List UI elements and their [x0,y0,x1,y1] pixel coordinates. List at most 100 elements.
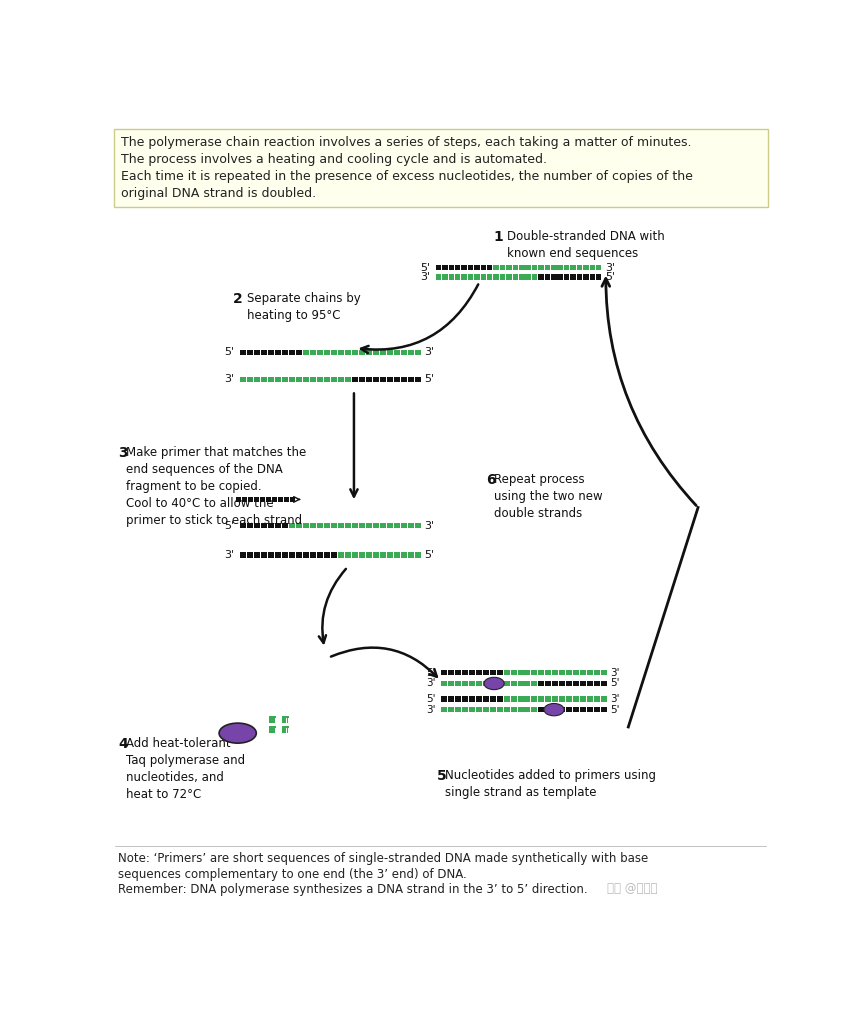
Bar [247,552,253,557]
Bar [552,696,558,701]
Bar [482,681,488,686]
Bar [240,552,246,557]
Bar [284,726,286,733]
Bar [331,377,337,382]
Bar [286,726,288,733]
Bar [408,552,414,557]
Text: 6: 6 [486,473,495,487]
Bar [531,707,538,713]
Bar [331,552,337,557]
Bar [261,552,267,557]
Bar [303,552,309,557]
Bar [442,265,447,271]
Bar [273,726,275,733]
Bar [242,497,247,502]
Bar [587,681,593,686]
Text: Make primer that matches the
end sequences of the DNA
fragment to be copied.
Coo: Make primer that matches the end sequenc… [126,446,306,527]
Bar [345,349,351,355]
Bar [436,265,441,271]
Bar [441,696,447,701]
Bar [580,707,586,713]
Bar [345,552,351,557]
Bar [248,497,253,502]
Bar [487,275,493,280]
Bar [303,523,309,528]
Bar [267,552,273,557]
Bar [594,681,600,686]
Bar [267,523,273,528]
Bar [511,670,517,675]
Bar [254,552,260,557]
Bar [380,552,386,557]
Bar [519,275,525,280]
Bar [531,696,538,701]
Bar [296,523,302,528]
Bar [507,275,512,280]
Bar [519,265,525,271]
Text: 3': 3' [224,550,235,560]
Bar [594,707,600,713]
Bar [274,377,280,382]
Bar [352,552,358,557]
FancyArrowPatch shape [350,393,358,496]
Bar [289,523,295,528]
Bar [254,552,260,557]
Bar [387,552,393,557]
Bar [352,523,358,528]
Bar [545,670,551,675]
Bar [273,716,275,723]
Bar [271,716,273,723]
Bar [380,552,386,557]
Bar [559,707,565,713]
Bar [274,552,280,557]
Bar [338,552,344,557]
Bar [359,523,365,528]
Bar [455,265,460,271]
Bar [449,275,454,280]
Bar [240,523,246,528]
Bar [511,707,517,713]
Bar [394,552,400,557]
Bar [415,552,421,557]
Bar [469,670,475,675]
Bar [401,377,407,382]
Text: The process involves a heating and cooling cycle and is automated.: The process involves a heating and cooli… [121,153,548,166]
Bar [455,696,461,701]
Text: 3': 3' [611,694,620,703]
Bar [481,265,486,271]
Bar [282,726,284,733]
Bar [394,552,400,557]
Bar [387,552,393,557]
Bar [323,523,329,528]
Bar [359,552,365,557]
Bar [323,552,329,557]
Bar [247,523,253,528]
Bar [538,275,544,280]
Text: 1: 1 [493,231,503,244]
Bar [268,716,271,723]
Bar [601,681,607,686]
Bar [387,377,393,382]
Bar [272,497,277,502]
Bar [366,349,372,355]
Bar [504,696,510,701]
Bar [504,670,510,675]
Bar [489,681,495,686]
Bar [552,681,558,686]
Bar [482,696,488,701]
Bar [436,275,441,280]
Bar [394,523,400,528]
Bar [455,707,461,713]
Bar [352,377,358,382]
Bar [476,696,482,701]
Bar [601,670,607,675]
Bar [268,726,276,728]
Bar [601,707,607,713]
Bar [274,552,280,557]
Bar [267,552,273,557]
Bar [441,681,447,686]
Bar [518,707,524,713]
Bar [442,275,447,280]
Bar [290,497,296,502]
Bar [441,670,447,675]
